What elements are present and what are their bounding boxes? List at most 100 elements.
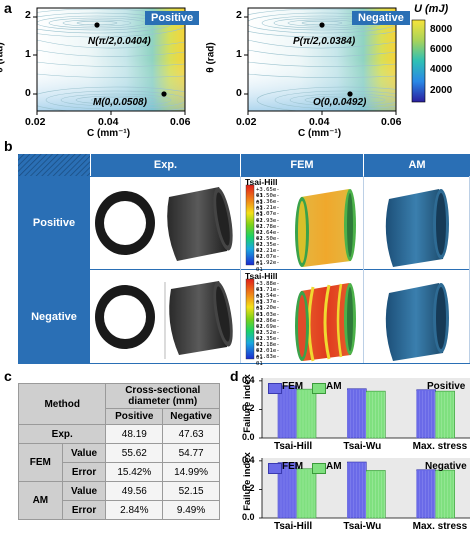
legend-value: +2.52e-01 [256, 329, 280, 343]
legend-value: +2.21e-01 [256, 248, 280, 261]
legend-value: +3.54e-01 [256, 293, 280, 306]
legend-value: +2.69e-01 [256, 323, 280, 337]
y-tick: 1 [236, 48, 242, 60]
y-tick: 2 [236, 9, 242, 21]
legend-value: +2.64e-01 [256, 229, 280, 243]
am-error-positive: 2.84% [105, 500, 164, 520]
row-head-negative: Negative [18, 270, 90, 363]
legend-swatch-am [312, 383, 326, 394]
panel-d-label: d [230, 368, 239, 384]
exp-tube-negative [169, 281, 233, 355]
contour-plot-negative [244, 7, 397, 115]
bar-y-tick-label: 0.4 [242, 454, 255, 465]
legend-value: +1.83e-01 [256, 354, 280, 367]
legend-value: +3.50e-01 [256, 193, 280, 206]
legend-label-fem: FEM [282, 461, 304, 472]
colorbar-title: U (mJ) [414, 3, 449, 15]
fem-tube-positive [295, 189, 356, 267]
point-p-marker [319, 22, 325, 28]
legend-value: +2.78e-01 [256, 223, 280, 236]
bar-category-label: Max. stress [412, 441, 468, 452]
legend-value: +3.21e-01 [256, 205, 280, 218]
point-n-marker [94, 22, 100, 28]
point-o-label: O(0,0.0492) [313, 97, 367, 108]
method-header: Method [17, 383, 107, 425]
legend-value: +3.65e-01 [256, 187, 280, 200]
exp-tube-positive [167, 187, 233, 261]
legend-value: +2.01e-01 [256, 348, 280, 361]
legend-value: +2.07e-01 [256, 254, 280, 267]
bar-category-label: Tsai-Wu [343, 441, 382, 452]
y-tick: 1 [25, 48, 31, 60]
legend-swatch-am [312, 463, 326, 474]
legend-value: +2.35e-01 [256, 335, 280, 349]
legend-value: +3.07e-01 [256, 211, 280, 224]
negative-header: Negative [162, 408, 220, 425]
x-axis-label: C (mm⁻¹) [87, 128, 131, 139]
panel-b-images [95, 184, 449, 362]
panel-a-figure [33, 7, 426, 115]
header-am: AM [364, 154, 470, 176]
am-value-negative: 52.15 [162, 481, 220, 501]
y-tick: 2 [25, 9, 31, 21]
legend-value: +2.93e-01 [256, 217, 280, 230]
x-tick: 0.02 [236, 116, 257, 128]
x-axis-label: C (mm⁻¹) [298, 128, 342, 139]
legend-value: +2.50e-01 [256, 235, 280, 249]
y-tick: 0 [25, 87, 31, 99]
y-tick: 0 [236, 87, 242, 99]
legend-value: +3.36e-01 [256, 199, 280, 212]
contour-plot-positive [33, 7, 186, 115]
legend-value: +1.92e-01 [256, 260, 280, 273]
diameter-table: Method Cross-sectional diameter (mm) Pos… [17, 383, 220, 520]
legend-title-positive: Tsai-Hill [245, 177, 278, 187]
x-tick: 0.06 [381, 116, 402, 128]
point-p-label: P(π/2,0.0384) [293, 36, 356, 47]
fem-tube-negative [295, 283, 356, 362]
point-m-marker [161, 91, 167, 97]
legend-label-am: AM [326, 381, 342, 392]
point-m-label: M(0,0.0508) [93, 97, 147, 108]
legend-swatch-fem [268, 463, 282, 474]
exp-ring-positive [95, 191, 155, 255]
corner-hatch [18, 154, 90, 176]
am-label: AM [18, 481, 63, 520]
panel-a-label: a [4, 0, 12, 16]
colorbar-tick: 2000 [430, 85, 453, 96]
legend-value: +3.71e-01 [256, 287, 280, 300]
legend-label-fem: FEM [282, 381, 304, 392]
legend-label-am: AM [326, 461, 342, 472]
fem-value-label: Value [61, 443, 107, 463]
positive-tag: Positive [145, 11, 200, 25]
chart-title-negative: Negative [425, 461, 467, 472]
header-exp: Exp. [91, 154, 240, 176]
x-tick: 0.06 [170, 116, 191, 128]
legend-value: +3.03e-01 [256, 311, 280, 324]
am-error-label: Error [61, 500, 107, 520]
positive-header: Positive [105, 408, 164, 425]
row-head-positive: Positive [18, 177, 90, 269]
legend-value: +2.86e-01 [256, 317, 280, 330]
point-n-label: N(π/2,0.0404) [88, 36, 151, 47]
legend-value: +3.37e-01 [256, 299, 280, 312]
diameter-header: Cross-sectional diameter (mm) [105, 383, 220, 409]
colorbar [411, 19, 426, 103]
legend-value: +2.18e-01 [256, 342, 280, 355]
bar-category-label: Tsai-Hill [274, 521, 313, 532]
legend-swatch-fem [268, 383, 282, 394]
x-tick: 0.04 [98, 116, 119, 128]
bar-category-label: Max. stress [412, 521, 468, 532]
exp-negative: 47.63 [162, 424, 220, 444]
bar-category-label: Tsai-Hill [274, 441, 313, 452]
bar-category-label: Tsai-Wu [343, 521, 382, 532]
x-tick: 0.02 [25, 116, 46, 128]
legend-value: +2.35e-01 [256, 241, 280, 255]
exp-label: Exp. [17, 424, 107, 444]
legend-value: +3.88e-01 [256, 281, 280, 294]
colorbar-tick: 8000 [430, 24, 453, 35]
am-tube-negative [385, 283, 449, 361]
exp-ring-negative [95, 285, 155, 349]
point-o-marker [347, 91, 353, 97]
panel-b-label: b [4, 138, 13, 154]
